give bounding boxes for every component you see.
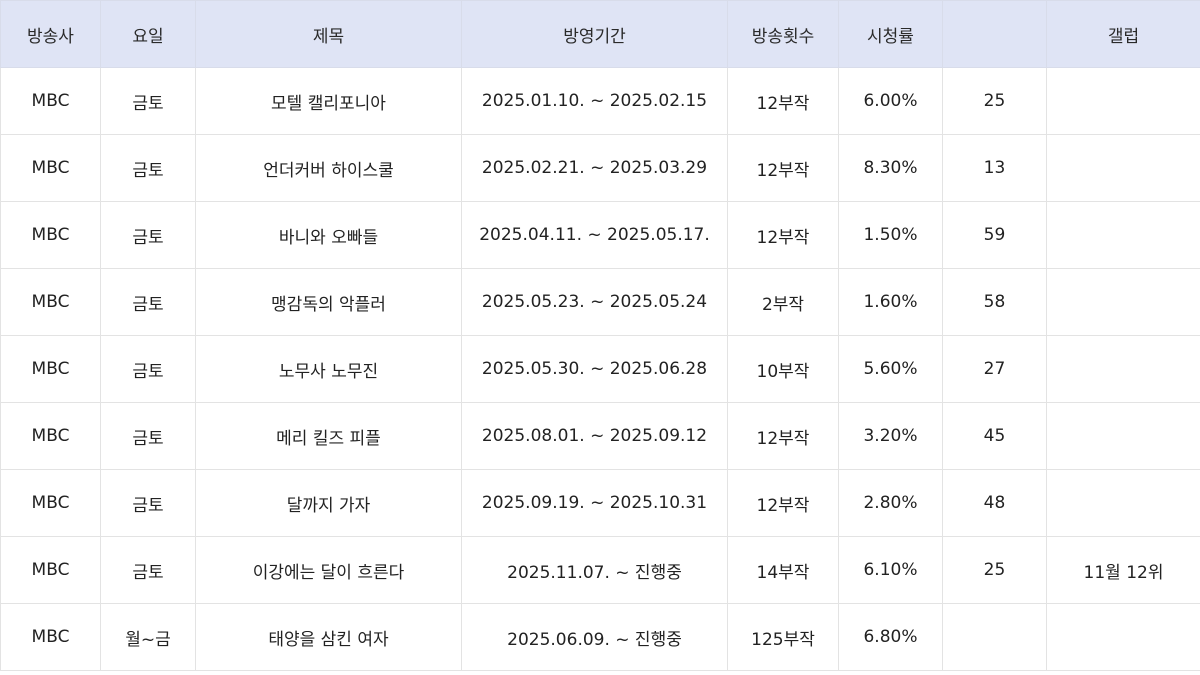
cell-rank xyxy=(942,603,1047,671)
cell-day: 월~금 xyxy=(100,603,196,671)
cell-broadcaster: MBC xyxy=(0,536,101,604)
cell-period: 2025.09.19. ~ 2025.10.31 xyxy=(461,469,728,537)
table-row: MBC 금토 모텔 캘리포니아 2025.01.10. ~ 2025.02.15… xyxy=(0,67,1200,135)
cell-title: 이강에는 달이 흐른다 xyxy=(195,536,462,604)
cell-rank: 45 xyxy=(942,402,1047,470)
header-title: 제목 xyxy=(195,0,462,68)
header-broadcaster: 방송사 xyxy=(0,0,101,68)
cell-rating: 2.80% xyxy=(838,469,943,537)
cell-broadcaster: MBC xyxy=(0,268,101,336)
cell-rating: 6.00% xyxy=(838,67,943,135)
cell-rank: 59 xyxy=(942,201,1047,269)
cell-title: 언더커버 하이스쿨 xyxy=(195,134,462,202)
header-rank xyxy=(942,0,1047,68)
cell-rank: 48 xyxy=(942,469,1047,537)
cell-broadcaster: MBC xyxy=(0,469,101,537)
cell-broadcaster: MBC xyxy=(0,603,101,671)
cell-period: 2025.06.09. ~ 진행중 xyxy=(461,603,728,671)
cell-period: 2025.04.11. ~ 2025.05.17. xyxy=(461,201,728,269)
header-day: 요일 xyxy=(100,0,196,68)
cell-episodes: 12부작 xyxy=(727,201,839,269)
cell-gallup: 11월 12위 xyxy=(1046,536,1200,604)
cell-day: 금토 xyxy=(100,469,196,537)
cell-day: 금토 xyxy=(100,536,196,604)
table-row: MBC 금토 노무사 노무진 2025.05.30. ~ 2025.06.28 … xyxy=(0,335,1200,403)
cell-broadcaster: MBC xyxy=(0,201,101,269)
cell-title: 노무사 노무진 xyxy=(195,335,462,403)
cell-rating: 1.50% xyxy=(838,201,943,269)
cell-rating: 6.80% xyxy=(838,603,943,671)
header-rating: 시청률 xyxy=(838,0,943,68)
cell-gallup xyxy=(1046,603,1200,671)
cell-gallup xyxy=(1046,268,1200,336)
table-row: MBC 금토 이강에는 달이 흐른다 2025.11.07. ~ 진행중 14부… xyxy=(0,536,1200,604)
cell-rating: 8.30% xyxy=(838,134,943,202)
cell-rating: 6.10% xyxy=(838,536,943,604)
cell-episodes: 12부작 xyxy=(727,402,839,470)
cell-episodes: 12부작 xyxy=(727,134,839,202)
cell-episodes: 125부작 xyxy=(727,603,839,671)
cell-gallup xyxy=(1046,469,1200,537)
cell-period: 2025.08.01. ~ 2025.09.12 xyxy=(461,402,728,470)
cell-gallup xyxy=(1046,402,1200,470)
table-row: MBC 금토 바니와 오빠들 2025.04.11. ~ 2025.05.17.… xyxy=(0,201,1200,269)
cell-day: 금토 xyxy=(100,67,196,135)
table-row: MBC 금토 맹감독의 악플러 2025.05.23. ~ 2025.05.24… xyxy=(0,268,1200,336)
table-row: MBC 월~금 태양을 삼킨 여자 2025.06.09. ~ 진행중 125부… xyxy=(0,603,1200,671)
cell-day: 금토 xyxy=(100,201,196,269)
cell-title: 태양을 삼킨 여자 xyxy=(195,603,462,671)
cell-broadcaster: MBC xyxy=(0,67,101,135)
table-row: MBC 금토 달까지 가자 2025.09.19. ~ 2025.10.31 1… xyxy=(0,469,1200,537)
header-period: 방영기간 xyxy=(461,0,728,68)
cell-rank: 58 xyxy=(942,268,1047,336)
cell-title: 메리 킬즈 피플 xyxy=(195,402,462,470)
cell-period: 2025.01.10. ~ 2025.02.15 xyxy=(461,67,728,135)
cell-rank: 25 xyxy=(942,67,1047,135)
cell-rank: 25 xyxy=(942,536,1047,604)
cell-rating: 3.20% xyxy=(838,402,943,470)
header-episodes: 방송횟수 xyxy=(727,0,839,68)
table-header-row: 방송사 요일 제목 방영기간 방송횟수 시청률 갤럽 xyxy=(0,0,1200,68)
cell-episodes: 12부작 xyxy=(727,67,839,135)
cell-episodes: 10부작 xyxy=(727,335,839,403)
cell-gallup xyxy=(1046,134,1200,202)
cell-rating: 5.60% xyxy=(838,335,943,403)
cell-period: 2025.05.23. ~ 2025.05.24 xyxy=(461,268,728,336)
cell-rank: 27 xyxy=(942,335,1047,403)
cell-gallup xyxy=(1046,67,1200,135)
cell-title: 바니와 오빠들 xyxy=(195,201,462,269)
cell-day: 금토 xyxy=(100,134,196,202)
cell-period: 2025.11.07. ~ 진행중 xyxy=(461,536,728,604)
cell-rating: 1.60% xyxy=(838,268,943,336)
cell-title: 모텔 캘리포니아 xyxy=(195,67,462,135)
cell-period: 2025.02.21. ~ 2025.03.29 xyxy=(461,134,728,202)
cell-episodes: 14부작 xyxy=(727,536,839,604)
cell-rank: 13 xyxy=(942,134,1047,202)
cell-title: 달까지 가자 xyxy=(195,469,462,537)
table-row: MBC 금토 메리 킬즈 피플 2025.08.01. ~ 2025.09.12… xyxy=(0,402,1200,470)
cell-gallup xyxy=(1046,201,1200,269)
cell-day: 금토 xyxy=(100,402,196,470)
cell-broadcaster: MBC xyxy=(0,134,101,202)
cell-gallup xyxy=(1046,335,1200,403)
table-row: MBC 금토 언더커버 하이스쿨 2025.02.21. ~ 2025.03.2… xyxy=(0,134,1200,202)
cell-day: 금토 xyxy=(100,268,196,336)
header-gallup: 갤럽 xyxy=(1046,0,1200,68)
cell-title: 맹감독의 악플러 xyxy=(195,268,462,336)
cell-broadcaster: MBC xyxy=(0,335,101,403)
cell-day: 금토 xyxy=(100,335,196,403)
cell-broadcaster: MBC xyxy=(0,402,101,470)
cell-episodes: 12부작 xyxy=(727,469,839,537)
cell-episodes: 2부작 xyxy=(727,268,839,336)
cell-period: 2025.05.30. ~ 2025.06.28 xyxy=(461,335,728,403)
